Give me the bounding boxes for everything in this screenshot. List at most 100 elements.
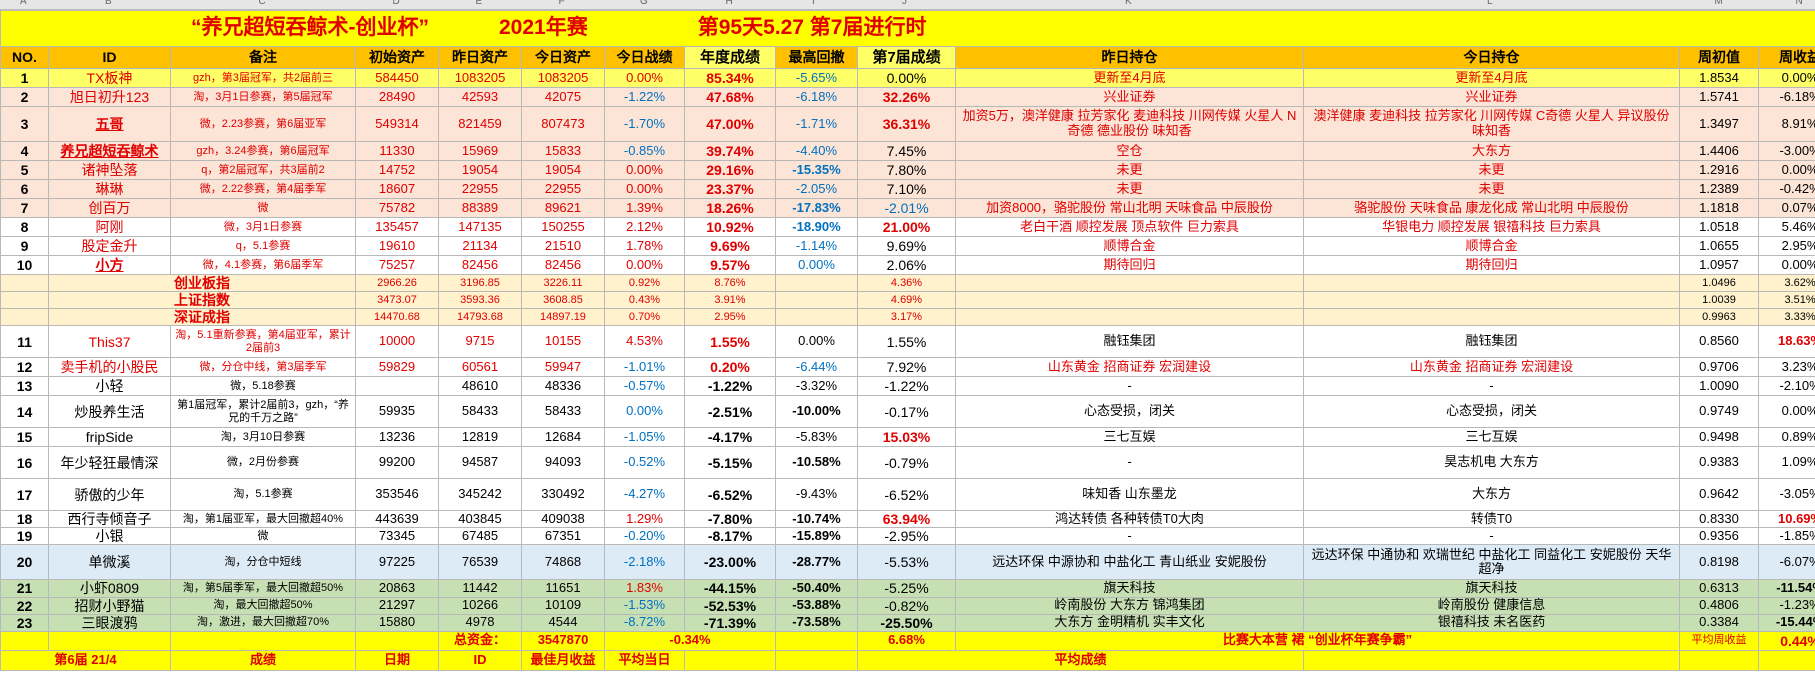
asset-init[interactable]: 73345 bbox=[355, 527, 439, 546]
index-yest[interactable]: 3593.36 bbox=[438, 291, 522, 310]
sheet-title[interactable]: “养兄超短吞鲸术-创业杯” 2021年赛 第95天5.27 第7届进行时 bbox=[0, 10, 1815, 47]
player-id[interactable]: This37 bbox=[48, 325, 171, 359]
season7-result[interactable]: -0.79% bbox=[857, 446, 956, 480]
avg-week-label[interactable]: 平均周收益 bbox=[1679, 630, 1759, 651]
season7-result[interactable]: -5.53% bbox=[857, 544, 956, 581]
season7-result[interactable]: 32.26% bbox=[857, 87, 956, 107]
asset-today[interactable]: 807473 bbox=[521, 106, 605, 142]
column-letter[interactable]: C bbox=[258, 0, 266, 7]
yesterday-holdings[interactable]: 兴业证券 bbox=[955, 87, 1304, 107]
asset-init[interactable]: 353546 bbox=[355, 478, 439, 512]
rank-number[interactable]: 14 bbox=[0, 395, 49, 429]
yesterday-holdings[interactable]: 味知香 山东墨龙 bbox=[955, 478, 1304, 512]
index-today[interactable]: 3226.11 bbox=[521, 273, 605, 293]
player-row[interactable]: 8 阿刚 微，3月1日参赛 135457 147135 150255 2.12% 10.92%… bbox=[0, 217, 1815, 237]
asset-today[interactable]: 12684 bbox=[521, 427, 605, 448]
max-drawdown[interactable]: -4.40% bbox=[775, 141, 858, 161]
footer-season[interactable]: 第6届 21/4 bbox=[0, 649, 171, 671]
yesterday-holdings[interactable]: 远达环保 中源协和 中盐化工 青山纸业 安妮股份 bbox=[955, 544, 1304, 581]
week-initial-value[interactable]: 1.0655 bbox=[1679, 236, 1759, 256]
yesterday-holdings[interactable]: 未更 bbox=[955, 160, 1304, 180]
week-return[interactable]: 0.00% bbox=[1757, 160, 1815, 180]
rank-number[interactable]: 3 bbox=[0, 106, 49, 142]
player-id[interactable]: 三眼渡鸦 bbox=[48, 613, 171, 632]
annual-result[interactable]: 29.16% bbox=[684, 160, 776, 180]
today-holdings[interactable]: 未更 bbox=[1303, 179, 1680, 199]
week-initial-value[interactable]: 1.1818 bbox=[1679, 198, 1759, 218]
asset-init[interactable]: 14752 bbox=[355, 160, 439, 180]
cell[interactable] bbox=[0, 308, 49, 327]
daily-result[interactable]: 0.00% bbox=[604, 179, 685, 199]
annual-result[interactable]: -2.51% bbox=[684, 395, 776, 429]
rank-number[interactable]: 6 bbox=[0, 179, 49, 199]
season7-result[interactable]: 0.00% bbox=[857, 68, 956, 88]
footer-id[interactable]: ID bbox=[438, 649, 522, 671]
player-note[interactable]: 微 bbox=[170, 198, 356, 218]
index-week-ret[interactable]: 3.33% bbox=[1757, 308, 1815, 327]
column-letter[interactable]: F bbox=[558, 0, 565, 7]
player-row[interactable]: 9 股定金升 q，5.1参赛 19610 21134 21510 1.78% 9.69% -1.… bbox=[0, 236, 1815, 256]
asset-init[interactable]: 11330 bbox=[355, 141, 439, 161]
week-initial-value[interactable]: 0.9642 bbox=[1679, 478, 1759, 512]
column-letter[interactable]: J bbox=[902, 0, 907, 7]
season7-result[interactable]: -1.22% bbox=[857, 376, 956, 397]
week-return[interactable]: -6.07% bbox=[1757, 544, 1815, 581]
today-holdings[interactable]: - bbox=[1303, 376, 1680, 397]
player-id[interactable]: 诸神坠落 bbox=[48, 160, 171, 180]
week-initial-value[interactable]: 1.2916 bbox=[1679, 160, 1759, 180]
annual-result[interactable]: 47.68% bbox=[684, 87, 776, 107]
index-name[interactable]: 深证成指 bbox=[48, 308, 356, 327]
daily-result[interactable]: 1.29% bbox=[604, 510, 685, 529]
asset-yest[interactable]: 345242 bbox=[438, 478, 522, 512]
player-id[interactable]: 西行寺倾音子 bbox=[48, 510, 171, 529]
season7-result[interactable]: -0.17% bbox=[857, 395, 956, 429]
daily-result[interactable]: 0.00% bbox=[604, 68, 685, 88]
cell[interactable] bbox=[48, 630, 171, 651]
cell[interactable] bbox=[684, 649, 776, 671]
season7-result[interactable]: 7.92% bbox=[857, 357, 956, 378]
max-drawdown[interactable]: -15.35% bbox=[775, 160, 858, 180]
annual-result[interactable]: -1.22% bbox=[684, 376, 776, 397]
today-holdings[interactable]: 山东黄金 招商证券 宏润建设 bbox=[1303, 357, 1680, 378]
asset-today[interactable]: 330492 bbox=[521, 478, 605, 512]
week-return[interactable]: -6.18% bbox=[1757, 87, 1815, 107]
player-row[interactable]: 4 养兄超短吞鲸术 gzh，3.24参赛，第6届冠军 11330 15969 15833-… bbox=[0, 141, 1815, 161]
asset-init[interactable]: 10000 bbox=[355, 325, 439, 359]
cell[interactable] bbox=[1303, 291, 1680, 310]
rank-number[interactable]: 20 bbox=[0, 544, 49, 581]
week-return[interactable]: 5.46% bbox=[1757, 217, 1815, 237]
max-drawdown[interactable]: -28.77% bbox=[775, 544, 858, 581]
rank-number[interactable]: 4 bbox=[0, 141, 49, 161]
season7-result[interactable]: 63.94% bbox=[857, 510, 956, 529]
player-row[interactable]: 16 年少轻狂最情深 微，2月份参赛 99200 94587 94093 -0.52% -5.… bbox=[0, 446, 1815, 480]
asset-init[interactable]: 21297 bbox=[355, 596, 439, 615]
index-row[interactable]: 上证指数 3473.07 3593.36 3608.85 0.43% 3.91% 4.69%… bbox=[0, 291, 1815, 310]
week-return[interactable]: -0.42% bbox=[1757, 179, 1815, 199]
week-initial-value[interactable]: 0.6313 bbox=[1679, 579, 1759, 598]
max-drawdown[interactable]: -15.89% bbox=[775, 527, 858, 546]
column-header[interactable]: 第7届成绩 bbox=[857, 46, 956, 69]
rank-number[interactable]: 13 bbox=[0, 376, 49, 397]
yesterday-holdings[interactable]: - bbox=[955, 446, 1304, 480]
asset-today[interactable]: 22955 bbox=[521, 179, 605, 199]
asset-init[interactable]: 97225 bbox=[355, 544, 439, 581]
week-initial-value[interactable]: 0.4806 bbox=[1679, 596, 1759, 615]
annual-result[interactable]: 18.26% bbox=[684, 198, 776, 218]
column-letter[interactable]: A bbox=[20, 0, 27, 7]
asset-yest[interactable]: 15969 bbox=[438, 141, 522, 161]
max-drawdown[interactable]: 0.00% bbox=[775, 255, 858, 275]
cell[interactable] bbox=[955, 291, 1304, 310]
asset-today[interactable]: 409038 bbox=[521, 510, 605, 529]
player-row[interactable]: 6 琳琳 微，2.22参赛，第4届季军 18607 22955 22955 0.00% 23.… bbox=[0, 179, 1815, 199]
summary-annual[interactable]: -0.34% bbox=[604, 630, 776, 651]
today-holdings[interactable]: 顺博合金 bbox=[1303, 236, 1680, 256]
annual-result[interactable]: 85.34% bbox=[684, 68, 776, 88]
yesterday-holdings[interactable]: 岭南股份 大东方 锦鸿集团 bbox=[955, 596, 1304, 615]
asset-today[interactable]: 1083205 bbox=[521, 68, 605, 88]
total-funds-label[interactable]: 总资金： bbox=[438, 630, 522, 651]
asset-yest[interactable]: 94587 bbox=[438, 446, 522, 480]
asset-today[interactable]: 67351 bbox=[521, 527, 605, 546]
asset-init[interactable]: 18607 bbox=[355, 179, 439, 199]
max-drawdown[interactable]: -5.65% bbox=[775, 68, 858, 88]
cell[interactable] bbox=[775, 649, 858, 671]
